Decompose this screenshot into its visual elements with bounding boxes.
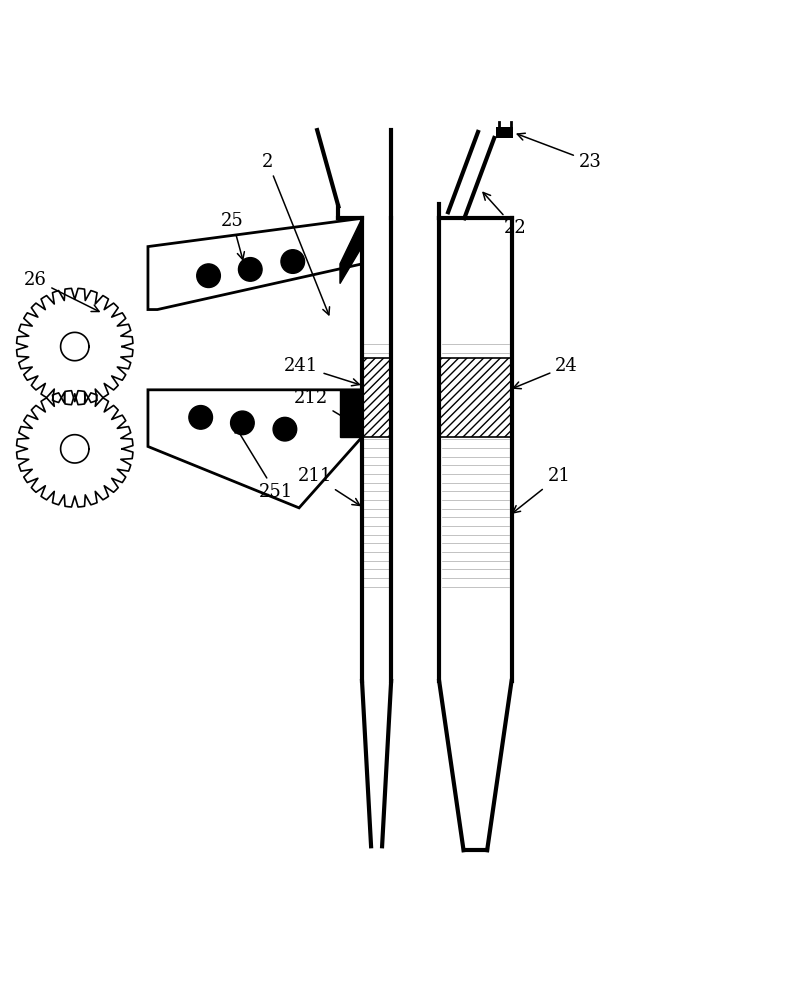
- Text: 23: 23: [517, 133, 602, 171]
- Circle shape: [281, 250, 305, 273]
- Polygon shape: [148, 218, 362, 310]
- Circle shape: [273, 417, 297, 441]
- Text: 21: 21: [512, 467, 571, 513]
- Polygon shape: [148, 390, 362, 508]
- Circle shape: [197, 264, 220, 288]
- Polygon shape: [340, 390, 362, 437]
- Text: 241: 241: [284, 357, 360, 386]
- Circle shape: [231, 411, 254, 435]
- Circle shape: [189, 406, 212, 429]
- Circle shape: [238, 258, 262, 281]
- Bar: [362, 358, 391, 437]
- Text: 22: 22: [483, 192, 527, 237]
- Text: 2: 2: [262, 153, 330, 315]
- Bar: [496, 127, 513, 138]
- Text: 211: 211: [297, 467, 360, 505]
- Text: 25: 25: [221, 212, 245, 260]
- Text: 212: 212: [294, 389, 360, 427]
- Text: 251: 251: [235, 425, 293, 501]
- Polygon shape: [340, 218, 362, 284]
- Text: 24: 24: [513, 357, 578, 389]
- Text: 26: 26: [24, 271, 99, 312]
- Bar: [439, 358, 512, 437]
